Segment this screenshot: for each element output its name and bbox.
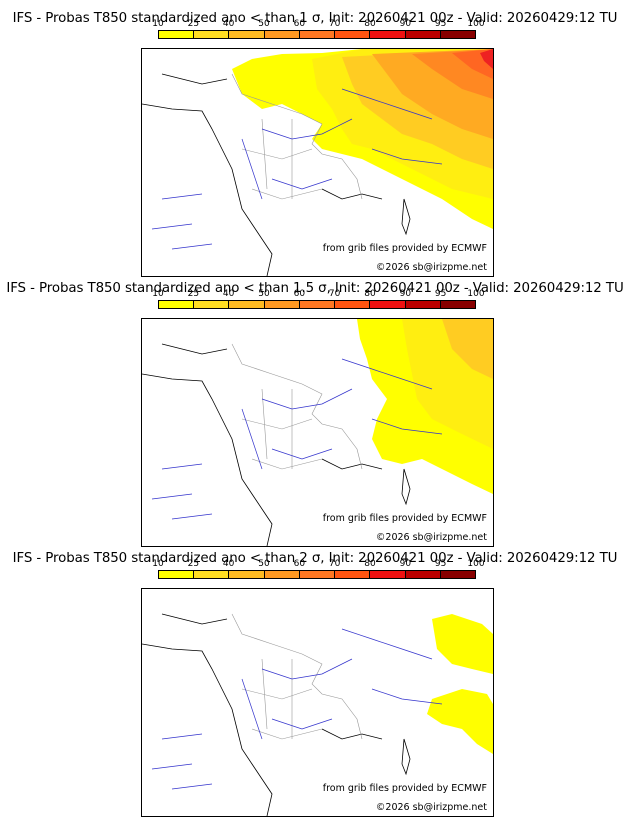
legend-swatch-95: [440, 31, 475, 38]
color-legend: 10 25 40 50 60 70 80 90 95 100: [152, 559, 485, 581]
panel-title: IFS - Probas T850 standardized ano < tha…: [12, 11, 618, 26]
legend-label-50: 50: [258, 19, 270, 29]
legend-swatch-80: [370, 31, 406, 38]
legend-label-70: 70: [328, 19, 341, 29]
legend-swatch-70: [335, 31, 371, 38]
legend-swatch-10: [159, 301, 195, 308]
legend-label-40: 40: [222, 289, 235, 299]
legend-label-80: 80: [364, 559, 376, 569]
legend-swatch-80: [370, 301, 406, 308]
map-svg: [142, 49, 493, 276]
legend-swatch-95: [440, 571, 475, 578]
legend-swatch-40: [229, 571, 265, 578]
legend-swatch-50: [264, 571, 300, 578]
legend-swatch-10: [159, 31, 195, 38]
rivers: [151, 358, 443, 520]
legend-label-40: 40: [222, 559, 235, 569]
data-source-note: from grib files provided by ECMWF: [322, 243, 487, 254]
legend-labels: 10 25 40 50 60 70 80 90 95 100: [152, 289, 484, 300]
legend-label-70: 70: [328, 559, 341, 569]
legend-swatch-25: [194, 571, 230, 578]
legend-labels: 10 25 40 50 60 70 80 90 95 100: [152, 559, 484, 570]
probability-map: from grib files provided by ECMWF ©2026 …: [141, 588, 494, 817]
coastline: [142, 73, 411, 276]
legend-label-60: 60: [293, 19, 306, 29]
legend-swatch-25: [194, 301, 230, 308]
legend-bar: [158, 30, 476, 39]
legend-label-70: 70: [328, 289, 341, 299]
country-borders: [231, 343, 363, 470]
legend-swatch-90: [405, 571, 441, 578]
panel-title: IFS - Probas T850 standardized ano < tha…: [12, 551, 618, 566]
legend-label-90: 90: [399, 559, 412, 569]
color-legend: 10 25 40 50 60 70 80 90 95 100: [152, 289, 485, 311]
map-panel-2: IFS - Probas T850 standardized ano < tha…: [0, 270, 630, 550]
copyright-note: ©2026 sb@irizpme.net: [375, 802, 487, 813]
legend-label-25: 25: [187, 559, 200, 569]
legend-label-100: 100: [467, 289, 485, 299]
coastline: [142, 613, 411, 816]
legend-label-95: 95: [434, 19, 447, 29]
map-svg: [142, 613, 493, 816]
probability-map: from grib files provided by ECMWF ©2026 …: [141, 48, 494, 277]
legend-swatch-90: [405, 301, 441, 308]
legend-label-90: 90: [399, 289, 412, 299]
legend-label-50: 50: [258, 559, 270, 569]
legend-label-100: 100: [467, 19, 485, 29]
legend-swatch-50: [264, 31, 300, 38]
rivers: [151, 88, 443, 250]
legend-label-40: 40: [222, 19, 235, 29]
prob-zone-p80: [480, 49, 493, 69]
map-svg: [142, 319, 493, 546]
legend-swatch-25: [194, 31, 230, 38]
legend-swatch-10: [159, 571, 195, 578]
legend-label-95: 95: [434, 559, 447, 569]
legend-swatch-95: [440, 301, 475, 308]
legend-label-25: 25: [187, 289, 200, 299]
prob-zone-p10-north: [432, 614, 493, 674]
prob-zone-p10-south: [427, 689, 493, 754]
copyright-note: ©2026 sb@irizpme.net: [375, 262, 487, 273]
legend-label-60: 60: [293, 559, 306, 569]
legend-label-60: 60: [293, 289, 306, 299]
legend-label-80: 80: [364, 289, 376, 299]
map-panel-1: IFS - Probas T850 standardized ano < tha…: [0, 0, 630, 280]
color-legend: 10 25 40 50 60 70 80 90 95 100: [152, 19, 485, 41]
legend-swatch-60: [299, 31, 336, 38]
legend-label-10: 10: [152, 559, 164, 569]
legend-label-95: 95: [434, 289, 447, 299]
legend-swatch-90: [405, 31, 441, 38]
legend-swatch-50: [264, 301, 300, 308]
legend-swatch-80: [370, 571, 406, 578]
legend-label-10: 10: [152, 289, 164, 299]
legend-bar: [158, 300, 476, 309]
legend-swatch-60: [299, 571, 336, 578]
country-borders: [231, 613, 363, 740]
panel-title: IFS - Probas T850 standardized ano < tha…: [6, 281, 624, 296]
legend-bar: [158, 570, 476, 579]
legend-label-80: 80: [364, 19, 376, 29]
legend-swatch-40: [229, 301, 265, 308]
probability-map: from grib files provided by ECMWF ©2026 …: [141, 318, 494, 547]
legend-swatch-70: [335, 571, 371, 578]
data-source-note: from grib files provided by ECMWF: [322, 513, 487, 524]
legend-label-25: 25: [187, 19, 200, 29]
data-source-note: from grib files provided by ECMWF: [322, 783, 487, 794]
legend-label-50: 50: [258, 289, 270, 299]
legend-labels: 10 25 40 50 60 70 80 90 95 100: [152, 19, 484, 30]
legend-label-10: 10: [152, 19, 164, 29]
legend-swatch-70: [335, 301, 371, 308]
legend-label-100: 100: [467, 559, 485, 569]
coastline: [142, 343, 411, 546]
prob-zone-p40: [442, 319, 493, 379]
legend-label-90: 90: [399, 19, 412, 29]
country-borders: [231, 73, 363, 200]
legend-swatch-60: [299, 301, 336, 308]
legend-swatch-40: [229, 31, 265, 38]
copyright-note: ©2026 sb@irizpme.net: [375, 532, 487, 543]
rivers: [151, 628, 443, 790]
map-panel-3: IFS - Probas T850 standardized ano < tha…: [0, 540, 630, 828]
